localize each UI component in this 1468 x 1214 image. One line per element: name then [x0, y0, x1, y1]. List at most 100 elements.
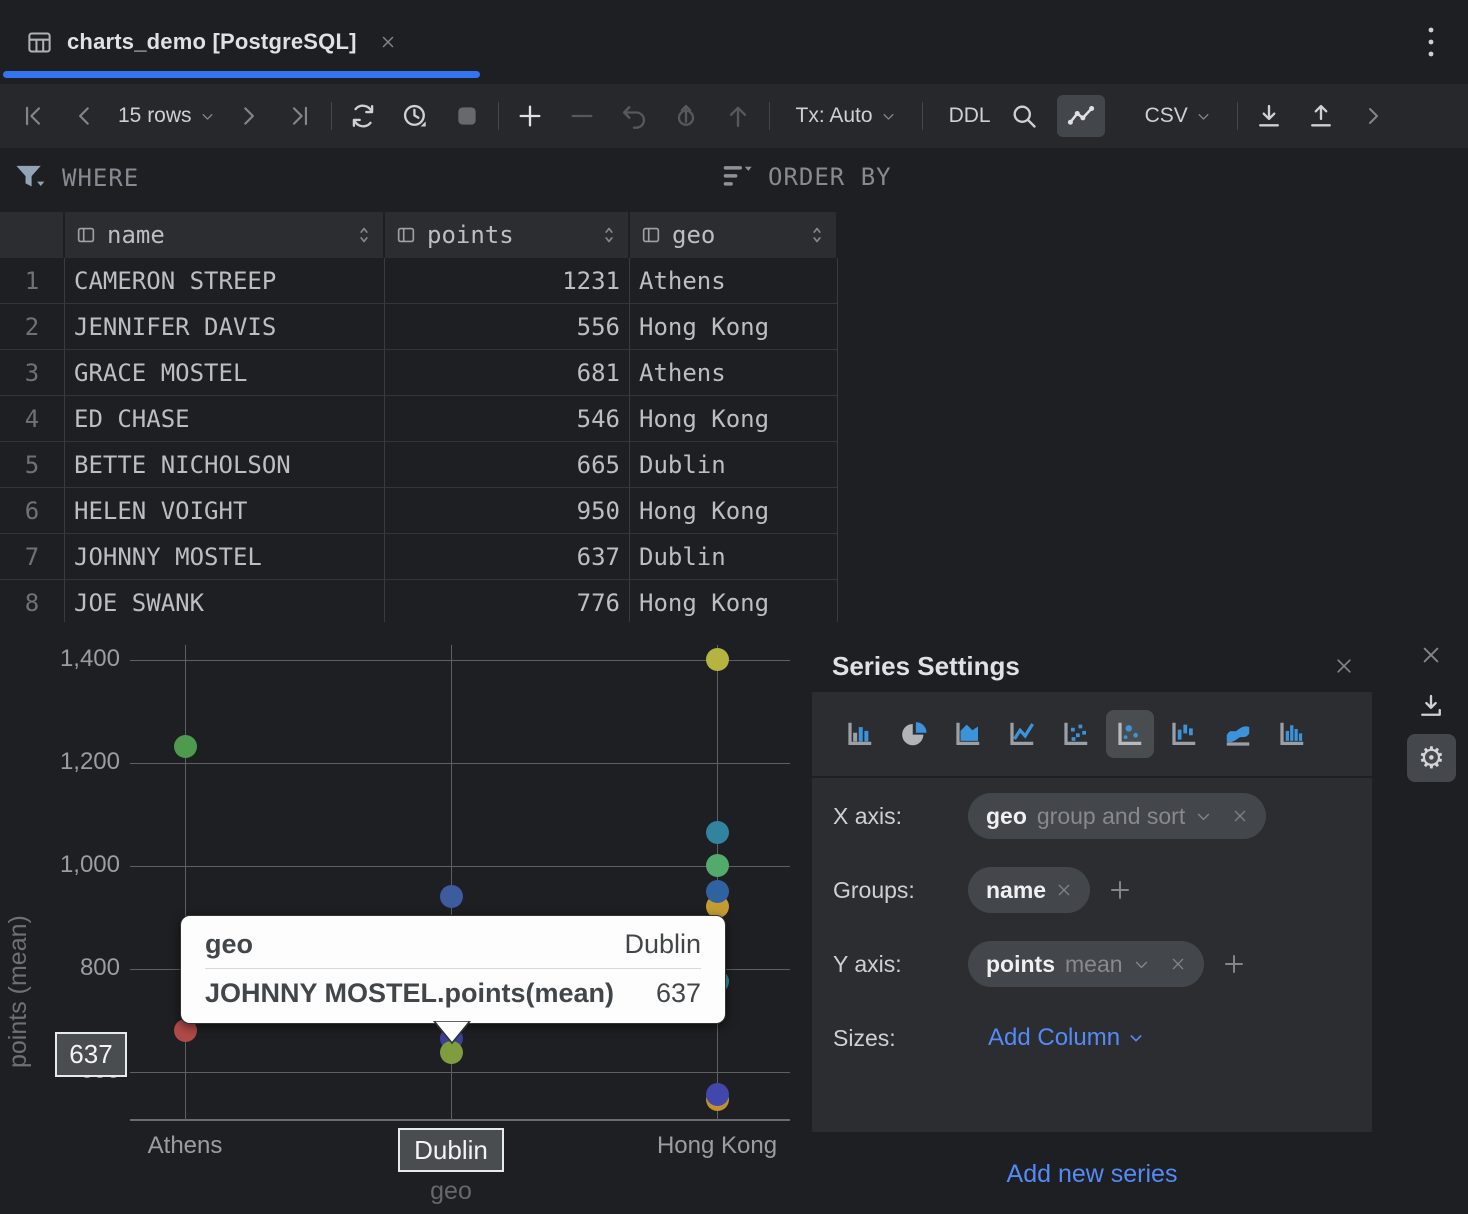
cell-name[interactable]: JENNIFER DAVIS	[65, 304, 385, 350]
chart-type-bar-range-icon[interactable]	[1160, 710, 1208, 758]
more-toolbar-chevron-icon[interactable]	[1354, 95, 1392, 137]
chevron-down-icon[interactable]	[1195, 808, 1212, 825]
cell-points[interactable]: 637	[385, 534, 630, 580]
column-header-points[interactable]: points	[385, 212, 630, 258]
scatter-point[interactable]	[174, 1019, 197, 1042]
previous-page-button[interactable]	[66, 95, 104, 137]
table-row[interactable]: 7 JOHNNY MOSTEL 637 Dublin	[0, 534, 838, 580]
add-y-axis-icon[interactable]	[1214, 944, 1254, 984]
tab-close-icon[interactable]	[379, 33, 397, 51]
table-row[interactable]: 1 CAMERON STREEP 1231 Athens	[0, 258, 838, 304]
import-upload-icon[interactable]	[1302, 95, 1340, 137]
reload-data-icon[interactable]	[344, 95, 382, 137]
submit-icon[interactable]	[719, 95, 757, 137]
remove-groups-icon[interactable]	[1056, 882, 1072, 898]
table-row[interactable]: 3 GRACE MOSTEL 681 Athens	[0, 350, 838, 396]
ddl-button[interactable]: DDL	[935, 104, 1005, 128]
where-filter[interactable]: WHERE	[14, 162, 139, 194]
cell-points[interactable]: 950	[385, 488, 630, 534]
panel-close-icon[interactable]	[1334, 656, 1354, 676]
sort-arrows-icon[interactable]	[600, 225, 618, 245]
table-row[interactable]: 4 ED CHASE 546 Hong Kong	[0, 396, 838, 442]
remove-x-axis-icon[interactable]	[1232, 808, 1248, 824]
cell-points[interactable]: 546	[385, 396, 630, 442]
scatter-point[interactable]	[706, 880, 729, 903]
table-row[interactable]: 2 JENNIFER DAVIS 556 Hong Kong	[0, 304, 838, 350]
chevron-down-icon[interactable]	[1133, 956, 1150, 973]
chart-type-pie-icon[interactable]	[890, 710, 938, 758]
chart-type-area-icon[interactable]	[944, 710, 992, 758]
cell-name[interactable]: CAMERON STREEP	[65, 258, 385, 304]
table-row[interactable]: 5 BETTE NICHOLSON 665 Dublin	[0, 442, 838, 488]
revert-changes-icon[interactable]	[615, 95, 653, 137]
cell-name[interactable]: GRACE MOSTEL	[65, 350, 385, 396]
cell-points[interactable]: 556	[385, 304, 630, 350]
cell-geo[interactable]: Hong Kong	[630, 304, 838, 350]
sort-arrows-icon[interactable]	[808, 225, 826, 245]
column-header-name[interactable]: name	[65, 212, 385, 258]
commit-icon[interactable]	[667, 95, 705, 137]
chart-type-bubble-icon[interactable]	[1106, 710, 1154, 758]
cell-geo[interactable]: Dublin	[630, 534, 838, 580]
page-size-dropdown[interactable]: 15 rows	[104, 104, 229, 128]
schedule-refresh-icon[interactable]	[396, 95, 434, 137]
cell-points[interactable]: 776	[385, 580, 630, 622]
scatter-point[interactable]	[174, 735, 197, 758]
add-new-series-link[interactable]: Add new series	[1006, 1160, 1178, 1188]
cell-geo[interactable]: Dublin	[630, 442, 838, 488]
chart-type-histogram-icon[interactable]	[1268, 710, 1316, 758]
chart-type-bar-icon[interactable]	[836, 710, 884, 758]
window-menu-kebab-icon[interactable]	[1419, 26, 1443, 58]
cell-geo[interactable]: Hong Kong	[630, 396, 838, 442]
cell-geo[interactable]: Athens	[630, 258, 838, 304]
cell-points[interactable]: 681	[385, 350, 630, 396]
tx-mode-dropdown[interactable]: Tx: Auto	[782, 104, 910, 128]
table-row[interactable]: 8 JOE SWANK 776 Hong Kong	[0, 580, 838, 622]
remove-y-axis-icon[interactable]	[1170, 956, 1186, 972]
scatter-point[interactable]	[706, 821, 729, 844]
scatter-point[interactable]	[440, 885, 463, 908]
cell-geo[interactable]: Athens	[630, 350, 838, 396]
chart-type-scatter-icon[interactable]	[1052, 710, 1100, 758]
next-page-button[interactable]	[229, 95, 267, 137]
scatter-point[interactable]	[706, 1083, 729, 1106]
column-header-geo[interactable]: geo	[630, 212, 838, 258]
groups-field-pill[interactable]: name	[968, 867, 1091, 913]
export-format-dropdown[interactable]: CSV	[1131, 104, 1225, 128]
last-page-button[interactable]	[281, 95, 319, 137]
chart-type-line-icon[interactable]	[998, 710, 1046, 758]
cell-name[interactable]: HELEN VOIGHT	[65, 488, 385, 534]
scatter-point[interactable]	[706, 648, 729, 671]
export-download-icon[interactable]	[1250, 95, 1288, 137]
y-axis-field-pill[interactable]: points mean	[968, 941, 1204, 987]
scatter-point[interactable]	[440, 1041, 463, 1064]
add-column-link[interactable]: Add Column	[988, 1024, 1144, 1052]
add-row-icon[interactable]	[511, 95, 549, 137]
export-chart-icon[interactable]	[1416, 691, 1446, 721]
sort-arrows-icon[interactable]	[355, 225, 373, 245]
close-chart-panel-icon[interactable]	[1417, 641, 1445, 669]
x-axis-field-pill[interactable]: geo group and sort	[968, 793, 1267, 839]
table-row[interactable]: 6 HELEN VOIGHT 950 Hong Kong	[0, 488, 838, 534]
add-group-icon[interactable]	[1100, 870, 1140, 910]
cell-points[interactable]: 665	[385, 442, 630, 488]
cell-name[interactable]: ED CHASE	[65, 396, 385, 442]
stop-query-icon[interactable]	[448, 95, 486, 137]
tooltip-field-value: Dublin	[624, 929, 701, 959]
chart-canvas[interactable]: Hong Kong Dublin Athens 1,400 1,200 1,000 800 6…	[0, 628, 800, 1214]
chart-view-icon[interactable]	[1056, 95, 1105, 137]
order-by-filter[interactable]: ORDER BY	[722, 162, 892, 192]
gear-icon[interactable]: ⚙	[1407, 734, 1456, 782]
scatter-point[interactable]	[706, 854, 729, 877]
search-icon[interactable]	[1005, 95, 1043, 137]
cell-points[interactable]: 1231	[385, 258, 630, 304]
cell-name[interactable]: BETTE NICHOLSON	[65, 442, 385, 488]
first-page-button[interactable]	[14, 95, 52, 137]
cell-geo[interactable]: Hong Kong	[630, 580, 838, 622]
chart-type-area-range-icon[interactable]	[1214, 710, 1262, 758]
delete-row-icon[interactable]	[563, 95, 601, 137]
cell-name[interactable]: JOHNNY MOSTEL	[65, 534, 385, 580]
tab-charts-demo[interactable]: charts_demo [PostgreSQL]	[16, 14, 407, 70]
cell-geo[interactable]: Hong Kong	[630, 488, 838, 534]
cell-name[interactable]: JOE SWANK	[65, 580, 385, 622]
